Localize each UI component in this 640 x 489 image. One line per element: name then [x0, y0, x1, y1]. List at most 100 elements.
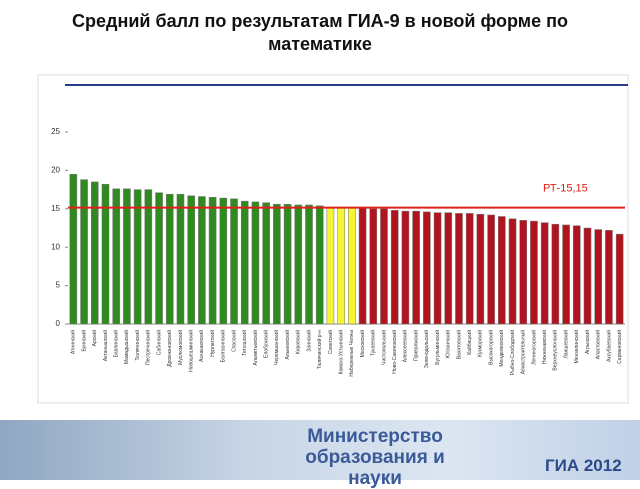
- x-tick-label: Кукморский: [477, 330, 484, 357]
- x-tick-label: Муслюмовский: [177, 330, 184, 365]
- bar: [101, 183, 110, 325]
- bar: [133, 189, 142, 325]
- bar: [144, 189, 153, 325]
- x-tick-label: Рыбно-Слободский: [509, 330, 516, 375]
- bar: [540, 222, 549, 325]
- bar: [262, 202, 270, 325]
- x-tick-label: Атнинский: [70, 330, 77, 354]
- x-tick-label: Лаишевский: [562, 330, 569, 359]
- bar: [455, 213, 463, 325]
- bar: [573, 225, 581, 325]
- x-tick-label: Лениногорский: [530, 330, 537, 365]
- x-tick-label: Тюлячинский: [134, 330, 141, 361]
- bar: [594, 229, 603, 325]
- x-tick-label: Верхнеуслонский: [552, 330, 559, 371]
- x-tick-label: Заинский: [305, 330, 312, 352]
- bar: [487, 214, 495, 325]
- x-tick-label: Менделеевский: [498, 330, 505, 367]
- x-tick-label: Актанышский: [102, 330, 109, 361]
- bar: [198, 196, 206, 325]
- bar: [519, 220, 528, 325]
- bar: [562, 224, 570, 325]
- bar: [176, 193, 185, 325]
- x-tick-label: Новошешминский: [188, 330, 195, 372]
- bar: [551, 223, 560, 325]
- x-tick-label: Спасский: [230, 330, 237, 352]
- x-tick-label: Сармановский: [616, 330, 623, 364]
- chart-title: Средний балл по результатам ГИА-9 в ново…: [72, 11, 568, 54]
- bar: [219, 197, 228, 325]
- x-tick-label: Арский: [91, 330, 98, 347]
- x-tick-label: Алексеевский: [402, 330, 409, 362]
- bar: [155, 192, 163, 325]
- bar: [465, 213, 474, 325]
- x-tick-label: Набережные Челны: [349, 330, 355, 377]
- x-tick-label: Бавлинский: [113, 330, 120, 358]
- bar: [337, 207, 345, 325]
- bar: [251, 201, 260, 325]
- x-tick-label: Сабинский: [155, 330, 162, 355]
- x-tick-label: Тюлячинский р-н: [316, 330, 323, 369]
- x-tick-label: Ново-Савиновский: [391, 330, 398, 374]
- x-tick-label: Камско-Устьинский: [337, 330, 344, 375]
- bar: [326, 207, 335, 325]
- x-tick-label: Приволжский: [412, 330, 419, 361]
- x-tick-label: Буинский: [80, 330, 87, 352]
- x-tick-label: Кайбицкий: [466, 330, 473, 355]
- bar: [273, 203, 281, 325]
- x-tick-label: Мензелинский: [573, 330, 580, 364]
- bar: [412, 210, 420, 325]
- x-tick-label: Нурлатский: [209, 330, 216, 357]
- x-tick-label: Альметьевский: [252, 330, 259, 366]
- x-tick-label: Аксубаевский: [605, 330, 612, 362]
- bar: [294, 204, 303, 325]
- bar: [423, 211, 431, 325]
- bar: [358, 207, 367, 325]
- y-tick-label: 10: [51, 242, 60, 251]
- bar: [165, 193, 174, 325]
- x-tick-label: Тетюшский: [241, 330, 248, 356]
- bar: [476, 213, 485, 325]
- x-tick-label: Азнакаевский: [198, 330, 205, 362]
- chart: 0 5 10 15 20 25 Атнинский Буинский Арский Актаныш…: [37, 74, 629, 404]
- reference-label: РТ-15,15: [543, 183, 588, 195]
- x-tick-label: Мамадышский: [123, 330, 130, 364]
- bar: [369, 208, 378, 325]
- bar: [112, 188, 120, 325]
- bar: [123, 188, 131, 325]
- y-tick-label: 15: [51, 204, 60, 213]
- bar: [348, 207, 356, 325]
- bar: [498, 216, 506, 325]
- x-tick-label: Тукаевский: [370, 330, 377, 356]
- bar: [315, 205, 324, 325]
- bar: [305, 204, 313, 325]
- x-tick-label: Вахитовский: [455, 330, 462, 360]
- bar: [615, 233, 624, 325]
- x-tick-label: Кировский: [295, 330, 302, 354]
- bar: [508, 218, 517, 325]
- x-tick-label: Балтасинский: [220, 330, 227, 363]
- x-tick-label: Ютазинский: [445, 330, 452, 358]
- bar: [380, 208, 388, 325]
- x-tick-label: Алькеевский: [284, 330, 291, 360]
- x-tick-label: Апастовский: [595, 330, 602, 359]
- bar: [444, 212, 453, 325]
- bar: [530, 220, 538, 325]
- bar: [433, 212, 442, 325]
- bar: [283, 203, 292, 325]
- x-tick-label: Черемшанский: [273, 330, 280, 365]
- logo-text: ГИА 2012: [545, 456, 622, 475]
- bar: [90, 181, 99, 325]
- x-tick-label: Дрожжановский: [166, 330, 173, 367]
- footer-banner: Министерство образования и науки ГИА 201…: [0, 420, 640, 489]
- y-tick-label: 25: [51, 127, 60, 136]
- bar: [583, 227, 592, 325]
- bar: [69, 173, 78, 325]
- x-tick-label: Елабужский: [262, 330, 269, 358]
- x-tick-label: Московский: [359, 330, 366, 358]
- x-tick-label: Нижнекамский: [541, 330, 548, 364]
- bar: [401, 210, 410, 325]
- bar: [187, 195, 195, 325]
- x-tick-label: Зеленодольский: [423, 330, 430, 368]
